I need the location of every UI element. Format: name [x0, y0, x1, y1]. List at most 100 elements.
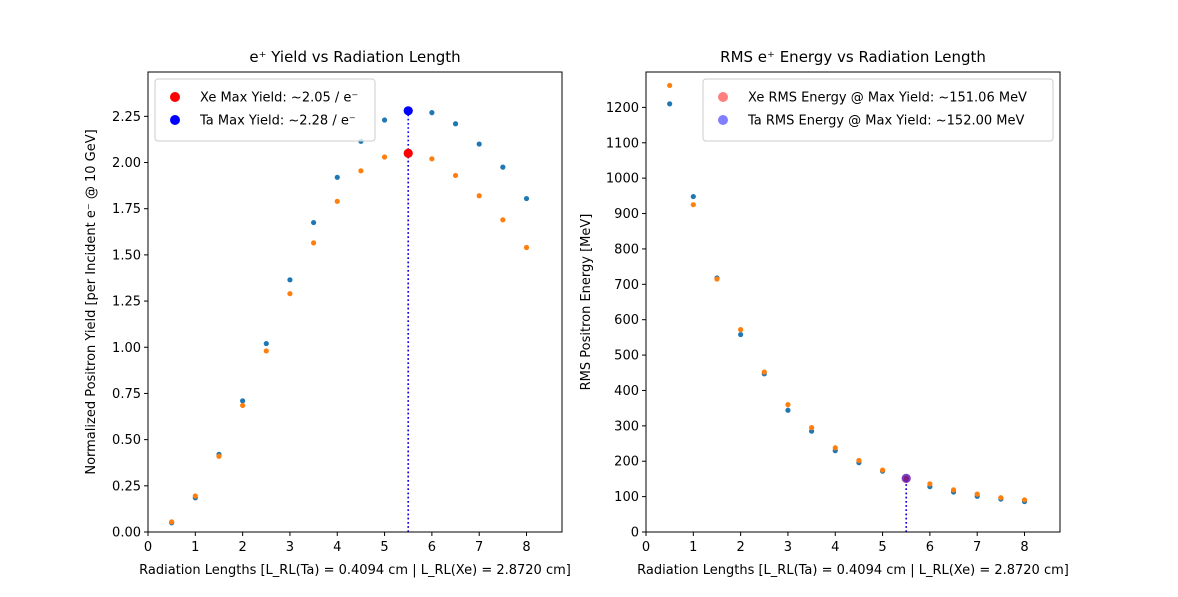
rms-energy-plot-y-tick-label: 200: [614, 455, 639, 470]
yield-plot-x-tick-label: 5: [380, 540, 388, 555]
rms-energy-plot-series-1-point: [832, 445, 838, 451]
yield-plot-title: e⁺ Yield vs Radiation Length: [249, 48, 460, 66]
rms-energy-plot-series-1-point: [950, 487, 957, 493]
rms-energy-plot-series-1-point: [879, 467, 886, 473]
yield-plot-series-0-point: [240, 398, 246, 404]
yield-plot-series-0-point: [476, 141, 482, 147]
rms-energy-plot-y-tick-label: 1000: [606, 172, 639, 187]
rms-energy-plot-x-tick-label: 7: [973, 540, 981, 555]
yield-plot-y-tick-label: 1.25: [112, 295, 141, 310]
rms-energy-plot-y-tick-label: 1200: [606, 101, 639, 116]
yield-plot-x-tick-label: 0: [144, 540, 152, 555]
yield-plot-series-1-point: [169, 519, 175, 525]
rms-energy-plot-series-1-point: [761, 369, 767, 375]
yield-plot-y-tick-label: 1.75: [112, 202, 141, 217]
yield-plot-series-0-point: [334, 174, 340, 180]
yield-plot-legend-box: [154, 78, 376, 142]
yield-plot-axes: 0 1 2 3 4 5 6 7 8 0.00 0.25 0.50 0.75 1.00 1.25 1.50 1.7…: [112, 71, 563, 555]
rms-energy-plot-series-1-point: [714, 276, 720, 282]
rms-energy-plot-x-tick-label: 8: [1020, 540, 1028, 555]
rms-energy-plot-x-tick-label: 0: [642, 540, 650, 555]
rms-energy-plot-x-axis-label: Radiation Lengths [L_RL(Ta) = 0.4094 cm …: [637, 563, 1069, 578]
yield-plot-x-tick-label: 4: [333, 540, 341, 555]
yield-plot-series-1-point: [523, 244, 530, 251]
rms-energy-plot-marks: [667, 82, 1028, 532]
yield-plot-series-1-point: [216, 453, 222, 459]
yield-plot-x-tick-label: 6: [428, 540, 436, 555]
rms-energy-plot-series-0-point: [738, 331, 744, 338]
rms-energy-plot-y-tick-label: 500: [614, 349, 639, 364]
yield-plot-marks: [169, 106, 530, 532]
rms-energy-plot-legend-label: Ta RMS Energy @ Max Yield: ~152.00 MeV: [747, 114, 1024, 129]
yield-plot-y-tick-label: 0.00: [112, 526, 141, 541]
rms-energy-plot-series-0-point: [785, 407, 791, 413]
rms-energy-plot-series-1-point: [856, 457, 862, 464]
rms-energy-plot-series-1-point: [667, 82, 673, 89]
yield-plot-frame: [147, 71, 563, 533]
yield-plot-legend-marker: [170, 92, 180, 102]
rms-energy-plot-y-axis-label: RMS Positron Energy [MeV]: [579, 214, 594, 391]
yield-plot-series-0-point: [287, 277, 293, 283]
rms-energy-plot-x-tick-label: 1: [689, 540, 697, 555]
yield-plot-x-tick-label: 2: [238, 540, 246, 555]
rms-energy-plot-series-1-point: [998, 495, 1004, 501]
rms-energy-plot-y-tick-label: 100: [614, 490, 639, 505]
rms-energy-plot-highlight-point: [901, 473, 911, 483]
yield-plot-legend: Xe Max Yield: ~2.05 / e⁻ Ta Max Yield: ~2…: [154, 78, 376, 142]
yield-plot: 0 1 2 3 4 5 6 7 8 0.00 0.25 0.50 0.75 1.00 1.25 1.50 1.7…: [84, 48, 571, 578]
yield-plot-x-tick-label: 8: [522, 540, 530, 555]
yield-plot-y-tick-label: 0.50: [112, 433, 141, 448]
rms-energy-plot-y-tick-label: 900: [614, 207, 639, 222]
rms-energy-plot-legend: Xe RMS Energy @ Max Yield: ~151.06 MeV Ta…: [702, 78, 1054, 142]
yield-plot-y-tick-label: 2.00: [112, 156, 141, 171]
yield-plot-series-1-point: [334, 198, 340, 204]
yield-plot-series-0-point: [452, 121, 459, 127]
yield-plot-series-1-point: [311, 240, 317, 246]
yield-plot-series-1-point: [240, 402, 246, 409]
yield-plot-legend-label: Xe Max Yield: ~2.05 / e⁻: [200, 91, 358, 106]
yield-plot-y-tick-label: 1.00: [112, 341, 141, 356]
rms-energy-plot-y-tick-label: 0: [631, 526, 639, 541]
yield-plot-y-tick-label: 0.25: [112, 479, 141, 494]
yield-plot-legend-label: Ta Max Yield: ~2.28 / e⁻: [199, 114, 356, 129]
yield-plot-series-0-point: [523, 195, 530, 202]
yield-plot-y-axis-label: Normalized Positron Yield [per Incident …: [84, 129, 99, 474]
rms-energy-plot-x-tick-label: 3: [784, 540, 792, 555]
yield-plot-series-1-point: [500, 217, 506, 223]
rms-energy-plot-legend-label: Xe RMS Energy @ Max Yield: ~151.06 MeV: [748, 91, 1027, 106]
rms-energy-plot-y-tick-label: 800: [614, 242, 639, 257]
rms-energy-plot-y-tick-label: 400: [614, 384, 639, 399]
rms-energy-plot-series-0-point: [667, 101, 673, 107]
rms-energy-plot-series-1-point: [927, 481, 933, 487]
yield-plot-legend-marker: [170, 115, 180, 125]
yield-plot-highlight-point: [403, 148, 413, 158]
rms-energy-plot-legend-marker: [718, 92, 728, 102]
rms-energy-plot-series-1-point: [809, 425, 815, 431]
rms-energy-plot-frame: [645, 71, 1061, 533]
rms-energy-plot: 0 1 2 3 4 5 6 7 8 0 100 200 300 400 500 600 700 800 900 100…: [579, 48, 1069, 578]
yield-plot-series-1-point: [192, 493, 198, 499]
yield-plot-x-axis-label: Radiation Lengths [L_RL(Ta) = 0.4094 cm …: [139, 563, 571, 578]
rms-energy-plot-legend-marker: [718, 115, 728, 125]
yield-plot-y-tick-label: 1.50: [112, 248, 141, 263]
rms-energy-plot-legend-box: [702, 78, 1054, 142]
rms-energy-plot-title: RMS e⁺ Energy vs Radiation Length: [720, 48, 986, 66]
rms-energy-plot-series-1-point: [738, 327, 744, 333]
yield-plot-series-1-point: [476, 193, 482, 199]
yield-plot-series-1-point: [452, 172, 459, 179]
yield-plot-series-0-point: [381, 117, 388, 123]
rms-energy-plot-series-1-point: [690, 202, 696, 208]
yield-plot-series-1-point: [381, 154, 388, 160]
yield-plot-y-tick-label: 0.75: [112, 387, 141, 402]
rms-energy-plot-series-1-point: [1021, 497, 1028, 503]
yield-plot-x-tick-label: 3: [286, 540, 294, 555]
yield-plot-series-0-point: [263, 340, 269, 347]
rms-energy-plot-series-0-point: [690, 193, 696, 200]
rms-energy-plot-x-tick-label: 4: [831, 540, 839, 555]
yield-plot-series-1-point: [287, 291, 293, 297]
yield-plot-x-tick-label: 1: [191, 540, 199, 555]
rms-energy-plot-axes: 0 1 2 3 4 5 6 7 8 0 100 200 300 400 500 600 700 800 900 100…: [606, 71, 1061, 555]
yield-plot-highlight-point: [403, 106, 413, 116]
rms-energy-plot-series-1-point: [974, 491, 980, 497]
yield-plot-y-tick-label: 2.25: [112, 110, 141, 125]
